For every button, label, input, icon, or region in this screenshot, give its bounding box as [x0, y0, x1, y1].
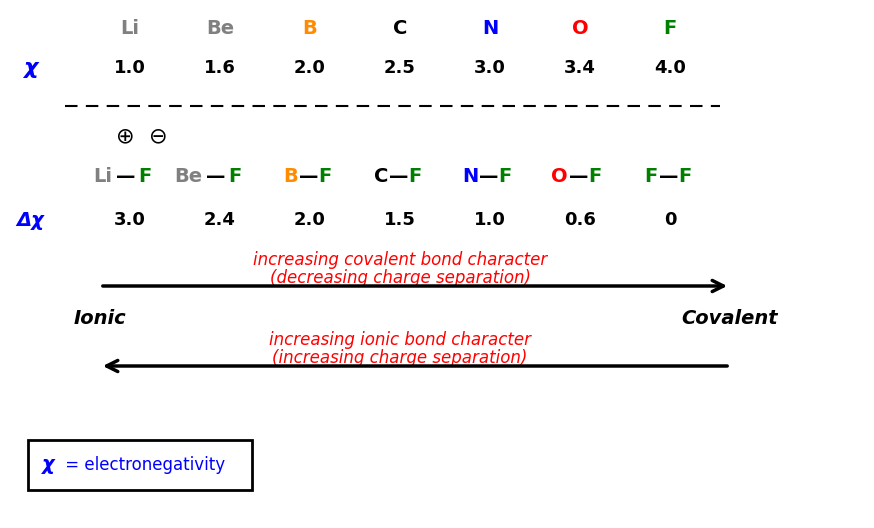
Text: F: F — [408, 166, 421, 185]
Text: —: — — [116, 166, 135, 185]
Text: B: B — [283, 166, 298, 185]
Text: 3.0: 3.0 — [114, 211, 146, 229]
Text: —: — — [299, 166, 319, 185]
Text: B: B — [302, 18, 317, 37]
Text: C: C — [373, 166, 388, 185]
Text: —: — — [206, 166, 225, 185]
Text: = electronegativity: = electronegativity — [60, 456, 225, 474]
Text: ⊖: ⊖ — [149, 126, 167, 146]
Text: 2.0: 2.0 — [294, 211, 326, 229]
Text: Li: Li — [93, 166, 112, 185]
Text: (increasing charge separation): (increasing charge separation) — [273, 349, 528, 367]
Text: increasing covalent bond character: increasing covalent bond character — [253, 251, 547, 269]
Text: C: C — [392, 18, 407, 37]
Text: N: N — [461, 166, 478, 185]
Text: Covalent: Covalent — [682, 308, 779, 327]
Text: 3.0: 3.0 — [474, 59, 506, 77]
Text: F: F — [228, 166, 241, 185]
Text: 3.4: 3.4 — [564, 59, 596, 77]
Text: Ionic: Ionic — [73, 308, 127, 327]
Text: Be: Be — [174, 166, 202, 185]
Text: 2.4: 2.4 — [204, 211, 236, 229]
Text: ⊕: ⊕ — [115, 126, 135, 146]
Text: 2.0: 2.0 — [294, 59, 326, 77]
Text: χ: χ — [42, 456, 54, 475]
Text: Li: Li — [121, 18, 140, 37]
Text: —: — — [479, 166, 499, 185]
Text: O: O — [572, 18, 588, 37]
FancyBboxPatch shape — [28, 440, 252, 490]
Text: F: F — [498, 166, 511, 185]
Text: F: F — [138, 166, 151, 185]
Text: —: — — [569, 166, 589, 185]
Text: 2.5: 2.5 — [384, 59, 416, 77]
Text: Be: Be — [206, 18, 234, 37]
Text: 1.5: 1.5 — [384, 211, 416, 229]
Text: F: F — [645, 166, 658, 185]
Text: —: — — [389, 166, 409, 185]
Text: 1.0: 1.0 — [114, 59, 146, 77]
Text: O: O — [551, 166, 568, 185]
Text: Δχ: Δχ — [16, 211, 44, 230]
Text: —: — — [659, 166, 679, 185]
Text: 0.6: 0.6 — [564, 211, 596, 229]
Text: F: F — [318, 166, 331, 185]
Text: increasing ionic bond character: increasing ionic bond character — [269, 331, 531, 349]
Text: 1.0: 1.0 — [474, 211, 506, 229]
Text: 4.0: 4.0 — [654, 59, 686, 77]
Text: F: F — [678, 166, 691, 185]
Text: 0: 0 — [663, 211, 676, 229]
Text: F: F — [588, 166, 601, 185]
Text: F: F — [663, 18, 676, 37]
Text: 1.6: 1.6 — [204, 59, 236, 77]
Text: χ: χ — [23, 58, 38, 78]
Text: (decreasing charge separation): (decreasing charge separation) — [269, 269, 531, 287]
Text: N: N — [482, 18, 498, 37]
